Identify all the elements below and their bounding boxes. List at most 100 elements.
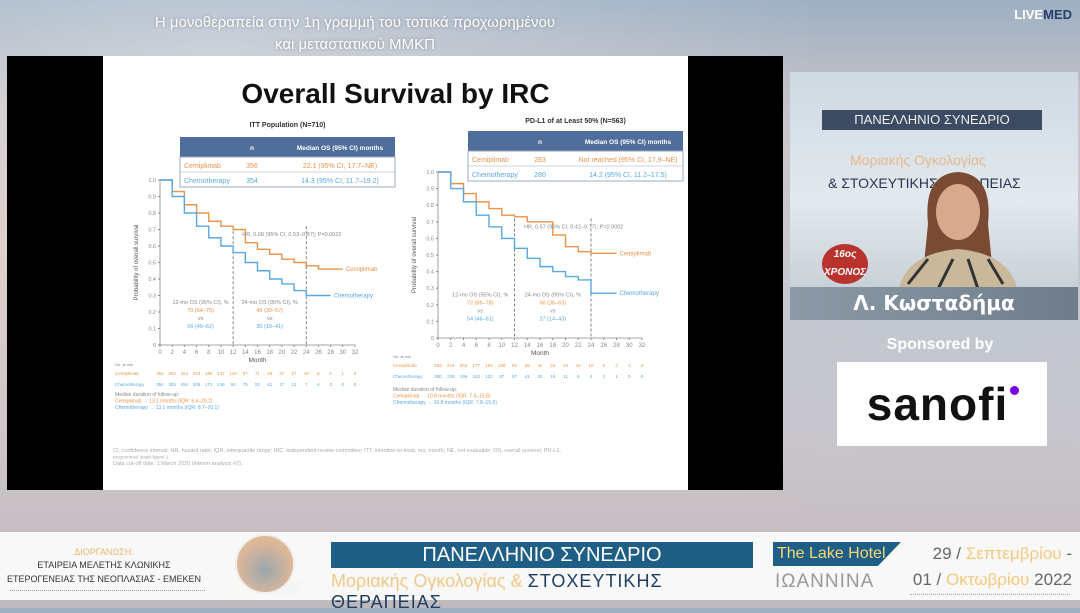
y-tick-label: 0.2 — [426, 303, 434, 309]
at-risk-value: 283 — [434, 363, 442, 368]
at-risk-value: 37 — [279, 371, 285, 376]
at-risk-value: 41 — [525, 374, 531, 379]
at-risk-value: 0 — [354, 382, 357, 387]
table-header-median: Median OS (95% CI) months — [297, 145, 384, 152]
d2-month: Οκτωβρίου — [946, 570, 1030, 589]
at-risk-value: 27 — [279, 382, 285, 387]
landmark-title: 12-mo OS (95% CI), % — [452, 293, 508, 299]
footnote: programmed death-ligand 1. — [113, 455, 170, 460]
at-risk-value: 41 — [267, 382, 273, 387]
speaker-video: ΠΑΝΕΛΛΗΝΙΟ ΣΥΝΕΔΡΙΟ Μοριακής Ογκολογίας … — [790, 72, 1078, 287]
landmark-a: 72 (66–78) — [467, 301, 494, 307]
x-tick-label: 4 — [183, 350, 187, 356]
venue: The Lake Hotel — [773, 542, 901, 566]
at-risk-value: 24 — [550, 363, 556, 368]
table-arm: Chemotherapy — [184, 178, 230, 185]
congress-logo — [235, 534, 295, 594]
landmark-b: 56 (49–62) — [187, 324, 214, 330]
at-risk-value: 12 — [292, 382, 298, 387]
congress-subtitle: Μοριακής Ογκολογίας & ΣΤΟΧΕΥΤΙΚΗΣ ΘΕΡΑΠΕ… — [331, 571, 761, 613]
x-tick-label: 30 — [626, 343, 633, 349]
at-risk-value: 153 — [472, 374, 480, 379]
at-risk-value: 27 — [292, 371, 298, 376]
at-risk-value: 239 — [447, 374, 455, 379]
table-arm: Cemiplimab — [184, 163, 221, 170]
at-risk-value: 120 — [485, 374, 493, 379]
at-risk-value: 75 — [243, 382, 249, 387]
table-arm: Cemiplimab — [472, 157, 509, 164]
slide: Overall Survival by IRC ITT Population (… — [103, 56, 688, 490]
x-tick-label: 26 — [315, 350, 322, 356]
x-tick-label: 16 — [537, 343, 544, 349]
x-tick-label: 18 — [549, 343, 556, 349]
population-title: ITT Population (N=710) — [249, 122, 325, 129]
table-header — [468, 131, 683, 151]
d1-day: 29 / — [932, 544, 966, 563]
landmark-b: 27 (14–43) — [539, 317, 566, 323]
x-tick-label: 26 — [600, 343, 607, 349]
km-curve-cemiplimab — [160, 179, 343, 270]
follow-up-text: Chemotherapy → 13.1 months (IQR: 8.7–20.… — [115, 405, 219, 411]
x-tick-label: 28 — [327, 350, 334, 356]
x-tick-label: 10 — [218, 350, 225, 356]
x-tick-label: 0 — [158, 350, 162, 356]
at-risk-value: 120 — [229, 371, 237, 376]
at-risk-value: 304 — [168, 371, 176, 376]
table-n: 356 — [246, 163, 258, 170]
session-title-line1: Η μονοθεραπεία στην 1η γραμμή του τοπικά… — [154, 14, 556, 31]
km-curve-chemotherapy — [160, 179, 331, 297]
y-tick-label: 0.9 — [426, 187, 434, 193]
at-risk-value: 4 — [590, 374, 593, 379]
landmark-vs: vs — [198, 316, 204, 322]
divider — [910, 594, 1070, 595]
y-tick-label: 0.4 — [426, 270, 434, 276]
hazard-ratio: HR, 0.57 (95% CI, 0.42–0.77); P=0.0002 — [524, 224, 623, 230]
at-risk-value: 48 — [267, 371, 273, 376]
landmark-b: 54 (46–61) — [467, 317, 494, 323]
at-risk-value: 147 — [217, 371, 225, 376]
x-tick-label: 32 — [639, 343, 646, 349]
footer-banner: ΔΙΟΡΓΑΝΩΣΗ: ΕΤΑΙΡΕΙΑ ΜΕΛΕΤΗΣ ΚΛΩΝΙΚΗΣ ΕΤ… — [0, 532, 1080, 612]
x-tick-label: 8 — [487, 343, 491, 349]
follow-up-text: Cemiplimab → 13.1 months (IQR: 8.6–20.2) — [115, 399, 213, 405]
d1-end: - — [1061, 544, 1072, 563]
at-risk-value: 177 — [472, 363, 480, 368]
x-tick-label: 2 — [171, 350, 175, 356]
date-start: 29 / Σεπτεμβρίου - — [933, 544, 1072, 564]
at-risk-value: 203 — [460, 363, 468, 368]
livemed-logo: LIVEMED — [1014, 7, 1072, 22]
y-tick-label: 0.7 — [426, 220, 434, 226]
at-risk-value: 156 — [205, 371, 213, 376]
x-tick-label: 0 — [436, 343, 440, 349]
congress-title: ΠΑΝΕΛΛΗΝΙΟ ΣΥΝΕΔΡΙΟ — [331, 542, 753, 568]
logo-live: LIVE — [1014, 7, 1044, 22]
at-risk-value: 0 — [641, 374, 644, 379]
x-tick-label: 16 — [254, 350, 261, 356]
at-risk-value: 196 — [460, 374, 468, 379]
y-tick-label: 0 — [153, 343, 156, 349]
landmark-a: 70 (64–75) — [187, 308, 214, 314]
at-risk-value: 11 — [563, 374, 568, 379]
population-title: PD-L1 of at Least 50% (N=563) — [525, 118, 626, 125]
x-tick-label: 28 — [613, 343, 620, 349]
d2-year: 2022 — [1029, 570, 1072, 589]
at-risk-value: 280 — [434, 374, 442, 379]
at-risk-value: 52 — [255, 382, 261, 387]
y-tick-label: 0.4 — [148, 277, 156, 283]
d2-day: 01 / — [912, 570, 946, 589]
at-risk-value: 57 — [512, 374, 518, 379]
backdrop-sub1: Μοριακής Ογκολογίας — [850, 152, 986, 168]
at-risk-value: 0 — [342, 382, 345, 387]
landmark-a: 49 (39–57) — [256, 308, 283, 314]
at-risk-value: 108 — [498, 363, 506, 368]
at-risk-arm: Cemiplimab — [115, 371, 139, 376]
table-header-median: Median OS (95% CI) months — [585, 139, 672, 146]
y-tick-label: 1.0 — [426, 170, 434, 176]
at-risk-value: 354 — [156, 382, 164, 387]
sanofi-dot — [1010, 385, 1020, 395]
table-n: 283 — [534, 157, 546, 164]
x-tick-label: 22 — [291, 350, 298, 356]
at-risk-label: No. at risk — [393, 354, 411, 359]
landmark-a: 50 (36–63) — [539, 301, 566, 307]
x-tick-label: 6 — [475, 343, 479, 349]
